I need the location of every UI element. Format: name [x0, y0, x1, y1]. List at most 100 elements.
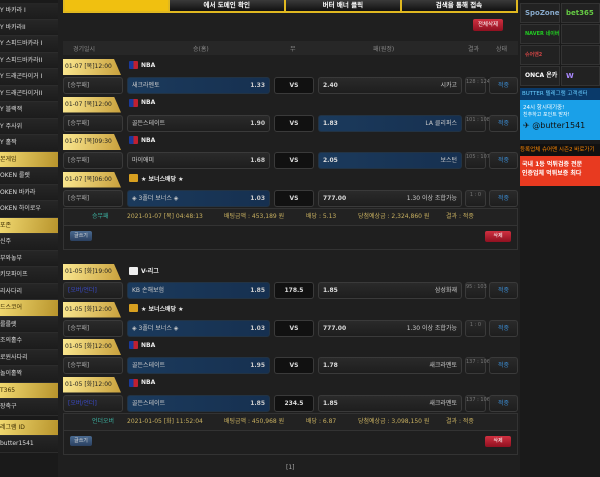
- away-team-odds[interactable]: 1.83 LA 클리퍼스: [318, 114, 462, 132]
- sidebar-item[interactable]: OKEN 바카라: [0, 184, 58, 201]
- sidebar-item[interactable]: 부와놓부: [0, 250, 58, 267]
- draw-handicap[interactable]: 234.5: [274, 394, 314, 412]
- link-w[interactable]: W: [561, 66, 600, 86]
- league-row: 01-05 [화]12:00 ★ 보너스배당 ★: [63, 301, 518, 318]
- sidebar-item[interactable]: OKEN 룰렛: [0, 168, 58, 185]
- status-badge: 적중: [489, 319, 518, 337]
- draw-handicap[interactable]: VS: [274, 357, 314, 374]
- away-team-odds[interactable]: 1.78 새크라멘토: [318, 357, 462, 374]
- summary-expected: 당첨예상금 : 2,324,860 원: [358, 213, 430, 220]
- slip-actions: 글쓰기 삭제: [63, 226, 518, 250]
- league-name: NBA: [129, 341, 155, 349]
- header-result: 결과: [468, 46, 480, 53]
- bet-type: [오버/언더]: [63, 394, 123, 412]
- away-team: LA 클리퍼스: [425, 119, 457, 127]
- sidebar-item[interactable]: 본게임: [0, 151, 58, 168]
- banner-click[interactable]: 버터 배너 클릭: [283, 0, 400, 11]
- banner-logo[interactable]: [65, 0, 168, 11]
- sidebar-item[interactable]: 장축구: [0, 399, 58, 416]
- sidebar-item[interactable]: Y 블랙잭: [0, 102, 58, 119]
- sidebar-item[interactable]: 레그램 ID: [0, 419, 58, 436]
- sidebar-item[interactable]: T365: [0, 382, 58, 399]
- sidebar-item[interactable]: Y 바카라 I: [0, 3, 58, 20]
- nba-icon: [129, 98, 138, 107]
- banner-search[interactable]: 검색을 통해 접속: [399, 0, 517, 11]
- link-bet365-2[interactable]: [561, 45, 600, 65]
- sidebar-item[interactable]: 조의홀수: [0, 333, 58, 350]
- away-team-odds[interactable]: 1.85 새크라멘토: [318, 394, 462, 412]
- telegram-banner[interactable]: 24시 항시대기중! 친추하고 포인트 받자! ✈ @butter1541: [520, 100, 600, 140]
- score: 128 : 124: [465, 77, 490, 94]
- sidebar-item[interactable]: Y 드래곤타이거II: [0, 85, 58, 102]
- home-team: ◈ 3폴더 보너스 ◈: [132, 194, 179, 202]
- home-team-odds[interactable]: 골든스테이트 1.90: [127, 114, 270, 132]
- sidebar-item[interactable]: Y 주사위: [0, 118, 58, 135]
- home-team-odds[interactable]: 골든스테이트 1.95: [127, 357, 270, 374]
- draw-handicap[interactable]: VS: [274, 114, 314, 132]
- sidebar-item[interactable]: 키모파이프: [0, 267, 58, 284]
- home-team-odds[interactable]: 새크라멘토 1.33: [127, 77, 270, 94]
- bonus-icon: [129, 304, 138, 312]
- draw-handicap[interactable]: 178.5: [274, 282, 314, 299]
- summary-result: 결과 : 적중: [446, 213, 474, 220]
- sidebar-item[interactable]: 드스코어: [0, 300, 58, 317]
- sidebar-item[interactable]: Y 홀짝: [0, 135, 58, 152]
- link-onca[interactable]: ONCA 온카: [520, 66, 560, 86]
- bet-row: [승무패] 골든스테이트 1.90 VS 1.83 LA 클리퍼스 101 : 10…: [63, 114, 518, 132]
- home-team-odds[interactable]: 마이애미 1.68: [127, 152, 270, 169]
- sidebar-item[interactable]: Y 스피드바카라II: [0, 52, 58, 69]
- status-badge: 적중: [489, 394, 518, 412]
- summary-datetime: 2021-01-05 [화] 11:52:04: [127, 418, 203, 425]
- away-team-odds[interactable]: 2.40 시카고: [318, 77, 462, 94]
- sidebar-item[interactable]: Y 드래곤타이거 I: [0, 69, 58, 86]
- sidebar-item[interactable]: 신주: [0, 234, 58, 251]
- home-team-odds[interactable]: ◈ 3폴더 보너스 ◈ 1.03: [127, 189, 270, 207]
- draw-handicap[interactable]: VS: [274, 77, 314, 94]
- bonus-icon: [129, 174, 138, 182]
- pagination-page-1[interactable]: [1]: [286, 464, 295, 471]
- draw-handicap[interactable]: VS: [274, 189, 314, 207]
- home-team-odds[interactable]: KB 손해보험 1.85: [127, 282, 270, 299]
- link-naver[interactable]: NAVER 네이버: [520, 24, 560, 44]
- ad-banner[interactable]: 국내 1등 먹튀검증 전문 인증업체 먹튀보증 최다: [520, 156, 600, 186]
- delete-button[interactable]: 삭제: [485, 231, 511, 242]
- sidebar-item[interactable]: 포존: [0, 217, 58, 234]
- telegram-title: BUTTER 텔레그램 고객센터: [520, 88, 600, 100]
- sidebar-item[interactable]: 로윈사다리: [0, 349, 58, 366]
- sidebar-item[interactable]: butter1541: [0, 436, 58, 453]
- home-odds: 1.03: [250, 194, 265, 202]
- home-team-odds[interactable]: ◈ 3폴더 보너스 ◈ 1.03: [127, 319, 270, 337]
- delete-all-button[interactable]: 전체삭제: [473, 19, 503, 31]
- link-bet365[interactable]: bet365: [561, 3, 600, 23]
- away-team: 새크라멘토: [429, 399, 457, 407]
- sidebar-item[interactable]: 룰룰렛: [0, 316, 58, 333]
- draw-handicap[interactable]: VS: [274, 319, 314, 337]
- away-team-odds[interactable]: 777.00 1.30 이상 조합가능: [318, 319, 462, 337]
- away-team-odds[interactable]: 777.00 1.30 이상 조합가능: [318, 189, 462, 207]
- draw-handicap[interactable]: VS: [274, 152, 314, 169]
- link-other[interactable]: [561, 24, 600, 44]
- sidebar-item[interactable]: Y 바카라II: [0, 19, 58, 36]
- sidebar-item[interactable]: OKEN 하이로우: [0, 201, 58, 218]
- league-row: 01-05 [화]12:00 NBA: [63, 339, 518, 355]
- top-banner[interactable]: 에서 도메인 확인 버터 배너 클릭 검색을 통해 접속: [63, 0, 518, 13]
- away-team-odds[interactable]: 1.85 삼성화재: [318, 282, 462, 299]
- away-team: 시카고: [440, 82, 457, 89]
- away-team: 삼성화재: [434, 287, 457, 294]
- score: 95 : 103: [465, 282, 487, 299]
- sidebar-item[interactable]: 놀이홀짝: [0, 366, 58, 383]
- home-team-odds[interactable]: 골든스테이트 1.85: [127, 394, 270, 412]
- sidebar-item[interactable]: Y 스피드바카라 I: [0, 36, 58, 53]
- ad-line1: 국내 1등 먹튀검증 전문: [522, 161, 583, 168]
- sidebar-item[interactable]: 리사다리: [0, 283, 58, 300]
- summary-odds: 배당 : 6.87: [306, 418, 337, 425]
- delete-button[interactable]: 삭제: [485, 436, 511, 447]
- banner-domain[interactable]: 에서 도메인 확인: [167, 0, 284, 11]
- write-button[interactable]: 글쓰기: [70, 231, 92, 241]
- write-button[interactable]: 글쓰기: [70, 436, 92, 446]
- link-sureman[interactable]: 슈어맨2: [520, 45, 560, 65]
- away-odds: 1.78: [323, 362, 338, 369]
- away-team-odds[interactable]: 2.05 보스턴: [318, 152, 462, 169]
- link-spozone[interactable]: SpoZone: [520, 3, 560, 23]
